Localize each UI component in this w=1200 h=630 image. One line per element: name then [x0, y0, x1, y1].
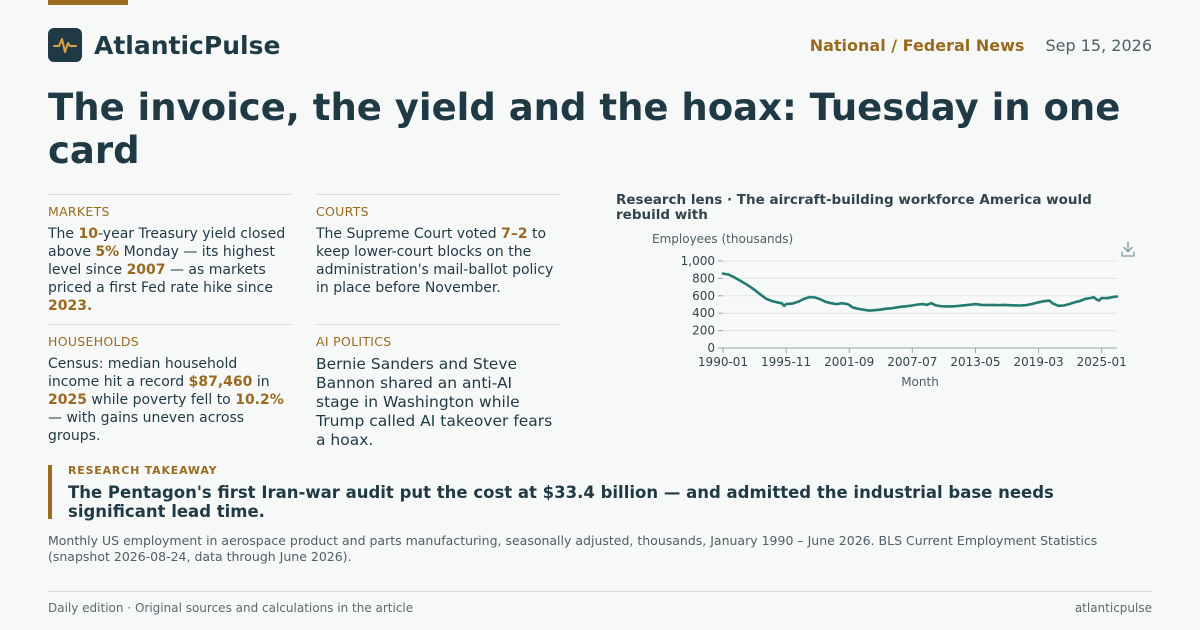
card-ai-politics: AI POLITICS Bernie Sanders and Steve Ban…: [316, 324, 560, 450]
card-label: MARKETS: [48, 204, 110, 219]
card-label: AI POLITICS: [316, 334, 392, 349]
footer: Daily edition · Original sources and cal…: [48, 591, 1152, 615]
x-tick-label: 2025-01: [1077, 355, 1127, 369]
card-text: The Supreme Court voted 7–2 to keep lowe…: [316, 226, 554, 296]
y-tick-label: 600: [692, 289, 715, 303]
y-tick-label: 400: [692, 306, 715, 320]
x-tick-label: 2007-07: [887, 355, 937, 369]
x-tick-label: 2019-03: [1013, 355, 1063, 369]
card-text: Bernie Sanders and Steve Bannon shared a…: [316, 355, 553, 449]
takeaway-label: RESEARCH TAKEAWAY: [68, 464, 218, 477]
footer-site[interactable]: atlanticpulse: [1074, 601, 1152, 615]
pulse-icon[interactable]: [48, 28, 82, 62]
y-tick-label: 200: [692, 324, 715, 338]
top-accent-bar: [48, 0, 128, 5]
y-tick-label: 800: [692, 271, 715, 285]
footer-edition: Daily edition · Original sources and cal…: [48, 601, 414, 615]
header: AtlanticPulse National / Federal News Se…: [48, 28, 1152, 64]
card-text: The 10-year Treasury yield closed above …: [48, 226, 286, 314]
series-line: [721, 272, 1119, 312]
card-courts: COURTS The Supreme Court voted 7–2 to ke…: [316, 194, 560, 297]
card-label: COURTS: [316, 204, 369, 219]
chart-title: Research lens · The aircraft-building wo…: [616, 192, 1092, 223]
y-tick-label: 0: [707, 341, 715, 355]
x-tick-label: 2013-05: [950, 355, 1000, 369]
section-link[interactable]: National / Federal News: [809, 36, 1025, 55]
card-label: HOUSEHOLDS: [48, 334, 139, 349]
download-icon[interactable]: [1121, 241, 1135, 257]
brand-name[interactable]: AtlanticPulse: [94, 31, 281, 60]
y-axis-label: Employees (thousands): [652, 232, 793, 246]
card-markets: MARKETS The 10-year Treasury yield close…: [48, 194, 292, 315]
takeaway-text: The Pentagon's first Iran-war audit put …: [68, 483, 1054, 521]
header-meta: National / Federal News Sep 15, 2026: [810, 36, 1152, 56]
research-takeaway: RESEARCH TAKEAWAY The Pentagon's first I…: [48, 464, 1168, 521]
card-text: Census: median household income hit a re…: [48, 356, 284, 444]
page-title: The invoice, the yield and the hoax: Tue…: [48, 86, 1121, 172]
x-tick-label: 2001-09: [824, 355, 874, 369]
card-households: HOUSEHOLDS Census: median household inco…: [48, 324, 292, 445]
source-note: Monthly US employment in aerospace produ…: [48, 533, 1098, 564]
x-tick-label: 1995-11: [761, 355, 811, 369]
publish-date: Sep 15, 2026: [1045, 36, 1153, 55]
x-tick-label: 1990-01: [698, 355, 748, 369]
x-axis-label: Month: [901, 375, 939, 389]
y-tick-label: 1,000: [681, 254, 715, 268]
employment-line-chart: Employees (thousands) 0 200 400 600 800 1,000 1…: [652, 232, 1135, 389]
